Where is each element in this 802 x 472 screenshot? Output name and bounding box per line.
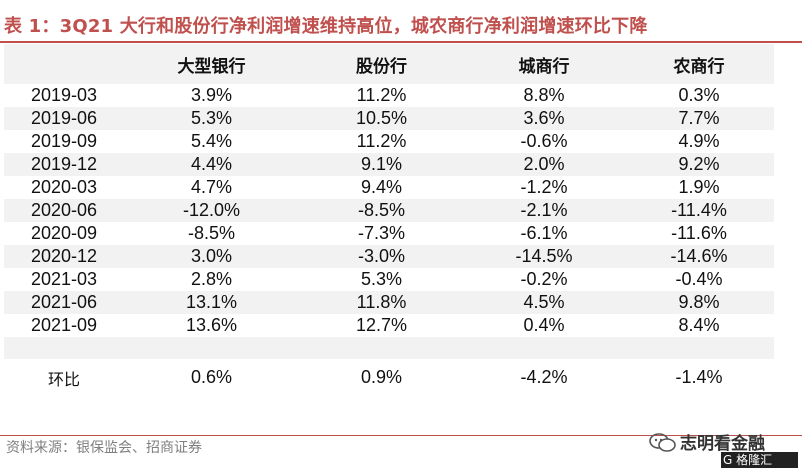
cell-value: 5.3% — [124, 107, 299, 130]
cell-value: 9.2% — [624, 153, 774, 176]
cell-value: -8.5% — [187, 223, 236, 243]
cell-value: -12.0% — [124, 199, 299, 222]
gelonghui-logo: G 格隆汇 — [721, 452, 798, 468]
row-label: 2020-06 — [4, 199, 124, 222]
cell-value: 9.1% — [299, 153, 464, 176]
watermark: 志明看金融 G 格隆汇 — [648, 427, 798, 471]
watermark-name: 志明看金融 — [680, 434, 765, 454]
cell-value: 4.5% — [464, 291, 624, 314]
source-note: 资料来源：银保监会、招商证券 — [6, 440, 202, 456]
cell-value: 13.1% — [124, 291, 299, 314]
cell-value: 12.7% — [355, 315, 408, 335]
row-label: 2019-06 — [4, 107, 124, 130]
cell-value: 10.5% — [299, 107, 464, 130]
cell-value: -6.1% — [520, 223, 568, 243]
qoq-row: 环比 0.6% 0.9% -4.2% -1.4% — [4, 359, 774, 396]
cell-value: 4.4% — [124, 153, 299, 176]
cell-value: 8.4% — [678, 315, 720, 335]
cell-value: -7.3% — [357, 223, 406, 243]
cell-value: -3.0% — [299, 245, 464, 268]
row-label: 2021-03 — [30, 269, 98, 289]
cell-value: 8.8% — [523, 85, 565, 105]
blank-row — [4, 337, 774, 359]
cell-value: -14.5% — [464, 245, 624, 268]
cell-value: -0.4% — [675, 269, 723, 289]
cell-value: 5.3% — [360, 269, 403, 289]
cell-value: 11.2% — [356, 85, 407, 105]
table-row: 2019-03 3.9% 11.2% 8.8% 0.3% — [4, 84, 774, 107]
header-large-banks: 大型银行 — [124, 44, 299, 84]
cell-value: -11.6% — [671, 223, 727, 243]
cell-value: 9.4% — [360, 177, 403, 197]
header-joint-stock: 股份行 — [299, 44, 464, 84]
growth-table: 大型银行 股份行 城商行 农商行 2019-03 3.9% 11.2% 8.8%… — [4, 44, 774, 396]
table-row: 2021-06 13.1% 11.8% 4.5% 9.8% — [4, 291, 774, 314]
cell-value: 11.2% — [356, 131, 407, 151]
cell-value: -14.6% — [624, 245, 774, 268]
cell-value: 11.8% — [299, 291, 464, 314]
cell-value: 4.7% — [190, 177, 233, 197]
table-row: 2020-12 3.0% -3.0% -14.5% -14.6% — [4, 245, 774, 268]
table-row: 2021-09 13.6% 12.7% 0.4% 8.4% — [4, 314, 774, 337]
cell-value: -2.1% — [464, 199, 624, 222]
bottom-divider — [0, 435, 802, 436]
cell-value: 7.7% — [624, 107, 774, 130]
cell-value: -1.2% — [520, 177, 568, 197]
title-divider — [0, 41, 802, 43]
row-label: 2021-09 — [30, 315, 98, 335]
row-label: 2019-09 — [30, 131, 98, 151]
header-row: 大型银行 股份行 城商行 农商行 — [4, 44, 774, 84]
row-label: 2020-12 — [4, 245, 124, 268]
cell-value: 3.9% — [190, 85, 233, 105]
row-label: 2020-03 — [30, 177, 98, 197]
header-city-commercial: 城商行 — [464, 44, 624, 84]
cell-value: 0.4% — [523, 315, 565, 335]
cell-value: 0.9% — [360, 367, 403, 387]
table-row: 2020-06 -12.0% -8.5% -2.1% -11.4% — [4, 199, 774, 222]
cell-value: -1.4% — [675, 367, 723, 387]
header-corner — [4, 44, 124, 84]
cell-value: -0.6% — [520, 131, 568, 151]
cell-value: -8.5% — [299, 199, 464, 222]
row-label: 2021-06 — [4, 291, 124, 314]
row-label: 2020-09 — [30, 223, 98, 243]
cell-value: -11.4% — [624, 199, 774, 222]
cell-value: -0.2% — [520, 269, 568, 289]
row-label: 2019-03 — [30, 85, 98, 105]
table-row: 2020-09 -8.5% -7.3% -6.1% -11.6% — [4, 222, 774, 245]
header-rural-commercial: 农商行 — [624, 44, 774, 84]
cell-value: 4.9% — [678, 131, 720, 151]
table-row: 2019-12 4.4% 9.1% 2.0% 9.2% — [4, 153, 774, 176]
cell-value: 3.6% — [464, 107, 624, 130]
qoq-label: 环比 — [47, 369, 80, 389]
table-row: 2019-09 5.4% 11.2% -0.6% 4.9% — [4, 130, 774, 153]
wechat-icon — [649, 433, 676, 452]
row-label: 2019-12 — [4, 153, 124, 176]
cell-value: 2.8% — [190, 269, 233, 289]
cell-value: 3.0% — [124, 245, 299, 268]
cell-value: 0.3% — [678, 85, 720, 105]
cell-value: 5.4% — [190, 131, 233, 151]
table-row: 2020-03 4.7% 9.4% -1.2% 1.9% — [4, 176, 774, 199]
cell-value: 0.6% — [190, 367, 233, 387]
cell-value: 9.8% — [624, 291, 774, 314]
table-row: 2019-06 5.3% 10.5% 3.6% 7.7% — [4, 107, 774, 130]
table-row: 2021-03 2.8% 5.3% -0.2% -0.4% — [4, 268, 774, 291]
cell-value: 1.9% — [678, 177, 720, 197]
cell-value: 2.0% — [464, 153, 624, 176]
cell-value: 13.6% — [185, 315, 238, 335]
table-title: 表 1：3Q21 大行和股份行净利润增速维持高位，城农商行净利润增速环比下降 — [4, 16, 648, 37]
cell-value: -4.2% — [520, 367, 568, 387]
